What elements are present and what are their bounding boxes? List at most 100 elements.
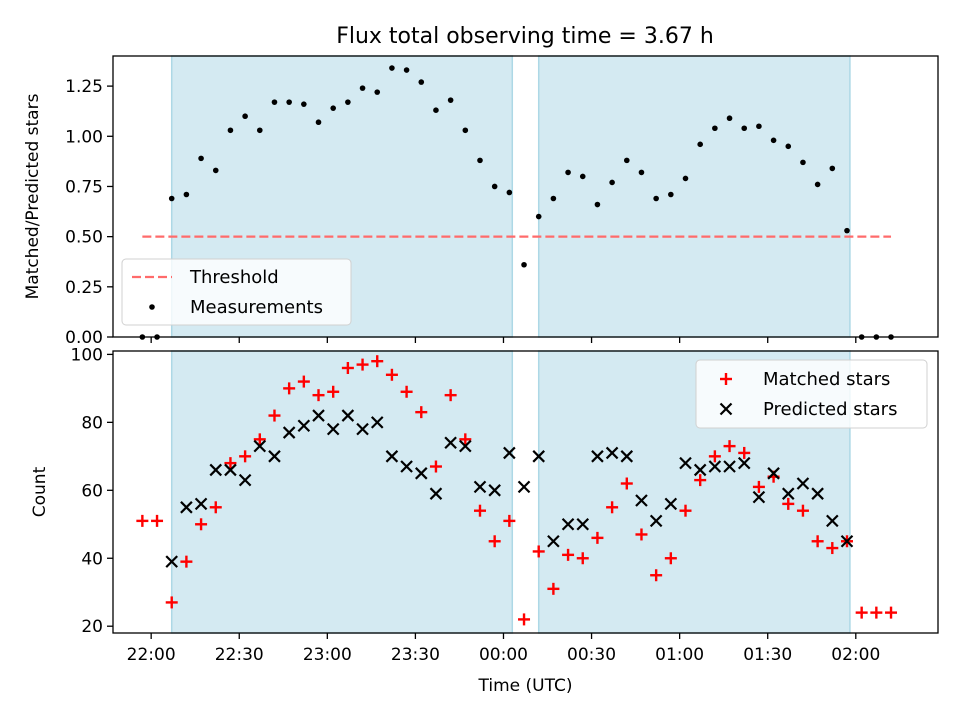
predicted-star-point bbox=[165, 555, 178, 568]
predicted-star-point bbox=[253, 439, 267, 453]
legend-measurement-swatch bbox=[149, 304, 155, 310]
measurement-point bbox=[668, 191, 674, 198]
measurement-point bbox=[418, 79, 425, 85]
matched-star-point bbox=[826, 542, 839, 555]
predicted-star-point bbox=[503, 446, 516, 460]
predicted-star-point bbox=[723, 460, 736, 473]
predicted-star-point bbox=[194, 497, 208, 511]
predicted-star-point bbox=[459, 439, 472, 453]
y-tick-label: 40 bbox=[81, 549, 103, 569]
predicted-star-point bbox=[649, 514, 663, 528]
matched-star-point bbox=[518, 613, 531, 626]
matched-star-point bbox=[165, 596, 178, 609]
predicted-star-point bbox=[605, 446, 619, 460]
legend-measurement-label: Measurements bbox=[190, 297, 323, 318]
measurement-point bbox=[447, 97, 454, 103]
predicted-star-point bbox=[781, 487, 795, 500]
predicted-star-point bbox=[591, 450, 604, 463]
bottom-legend-box bbox=[695, 359, 928, 429]
matched-star-point bbox=[620, 477, 633, 490]
predicted-star-point bbox=[752, 490, 766, 504]
predicted-star-point bbox=[488, 484, 501, 497]
predicted-star-point bbox=[268, 450, 281, 463]
predicted-star-point bbox=[224, 463, 237, 477]
measurement-point bbox=[756, 123, 762, 130]
observing-window-1 bbox=[537, 55, 851, 338]
matched-star-point bbox=[253, 433, 266, 446]
measurement-point bbox=[330, 105, 336, 111]
x-tick-label: 22:00 bbox=[127, 645, 176, 665]
predicted-star-point bbox=[796, 477, 810, 490]
axes-frame bbox=[112, 55, 939, 338]
matched-star-point bbox=[356, 358, 369, 371]
y-tick-label: 1.00 bbox=[65, 127, 103, 147]
bottom-axes: 22:00 22:30 23:00 23:30 00:00 00:30 01:00 01:30… bbox=[71, 345, 939, 665]
measurement-point bbox=[506, 189, 513, 196]
matched-star-point bbox=[429, 460, 442, 473]
predicted-star-point bbox=[679, 456, 692, 470]
predicted-star-point bbox=[693, 463, 707, 477]
legend-predicted-label: Predicted stars bbox=[763, 399, 897, 420]
measurement-point bbox=[389, 65, 395, 71]
matched-star-point bbox=[473, 504, 486, 517]
matched-star-point bbox=[444, 389, 457, 402]
x-tick-label: 22:30 bbox=[215, 645, 264, 665]
predicted-star-point bbox=[429, 487, 443, 500]
measurement-point bbox=[359, 85, 366, 91]
predicted-star-point bbox=[297, 419, 311, 433]
y-tick-label: 1.25 bbox=[65, 77, 103, 97]
matched-star-point bbox=[136, 514, 149, 527]
matched-star-point bbox=[283, 382, 296, 395]
matched-star-point bbox=[488, 535, 501, 548]
matched-star-point bbox=[503, 514, 516, 527]
measurement-point bbox=[741, 125, 748, 132]
matched-star-point bbox=[239, 450, 252, 463]
matched-star-point bbox=[209, 501, 222, 514]
matched-star-point bbox=[752, 480, 765, 493]
measurement-point bbox=[814, 181, 821, 188]
matched-star-point bbox=[415, 406, 428, 419]
matched-star-point bbox=[738, 446, 751, 459]
y-tick-label: 0.75 bbox=[65, 177, 103, 197]
predicted-star-point bbox=[444, 436, 457, 450]
legend-predicted-swatch bbox=[719, 402, 733, 416]
matched-star-point bbox=[562, 548, 575, 561]
legend-matched-swatch bbox=[720, 373, 732, 385]
matched-star-point bbox=[650, 569, 663, 582]
matched-star-point bbox=[885, 606, 898, 619]
predicted-star-point bbox=[811, 487, 824, 500]
top-legend-box bbox=[121, 258, 352, 326]
predicted-star-point bbox=[473, 480, 487, 494]
predicted-star-point bbox=[532, 450, 545, 463]
measurement-point bbox=[212, 167, 219, 174]
predicted-star-point bbox=[341, 409, 355, 422]
measurement-point bbox=[491, 183, 498, 190]
measurement-point bbox=[623, 157, 630, 164]
measurement-point bbox=[301, 101, 307, 107]
counts-panel: 22:00 22:30 23:00 23:30 00:00 00:30 01:00 01:30… bbox=[30, 345, 939, 696]
observing-window-0 bbox=[170, 350, 514, 634]
matched-star-point bbox=[664, 552, 677, 565]
measurement-point bbox=[844, 227, 850, 234]
measurement-point bbox=[682, 175, 689, 182]
predicted-star-point bbox=[840, 534, 854, 548]
ratio-panel: 0.00 0.25 0.50 0.75 1.00 1.25 Matched/Predict… bbox=[23, 55, 939, 348]
measurement-point bbox=[403, 67, 410, 73]
y-tick-label: 60 bbox=[81, 481, 103, 501]
measurement-point bbox=[712, 125, 718, 132]
matched-star-point bbox=[796, 504, 809, 517]
axes-frame bbox=[112, 350, 939, 634]
matched-star-point bbox=[576, 552, 589, 565]
matched-star-point bbox=[327, 385, 340, 398]
predicted-star-point bbox=[180, 501, 193, 514]
matched-star-point bbox=[400, 385, 413, 398]
matched-star-point bbox=[811, 535, 824, 548]
top-legend: Threshold Measurements bbox=[121, 258, 352, 326]
measurement-point bbox=[535, 213, 542, 220]
predicted-star-point bbox=[620, 450, 634, 463]
measurement-point bbox=[433, 107, 439, 113]
predicted-star-point bbox=[517, 480, 531, 494]
measurement-point bbox=[653, 195, 659, 202]
measurement-point bbox=[227, 127, 234, 134]
